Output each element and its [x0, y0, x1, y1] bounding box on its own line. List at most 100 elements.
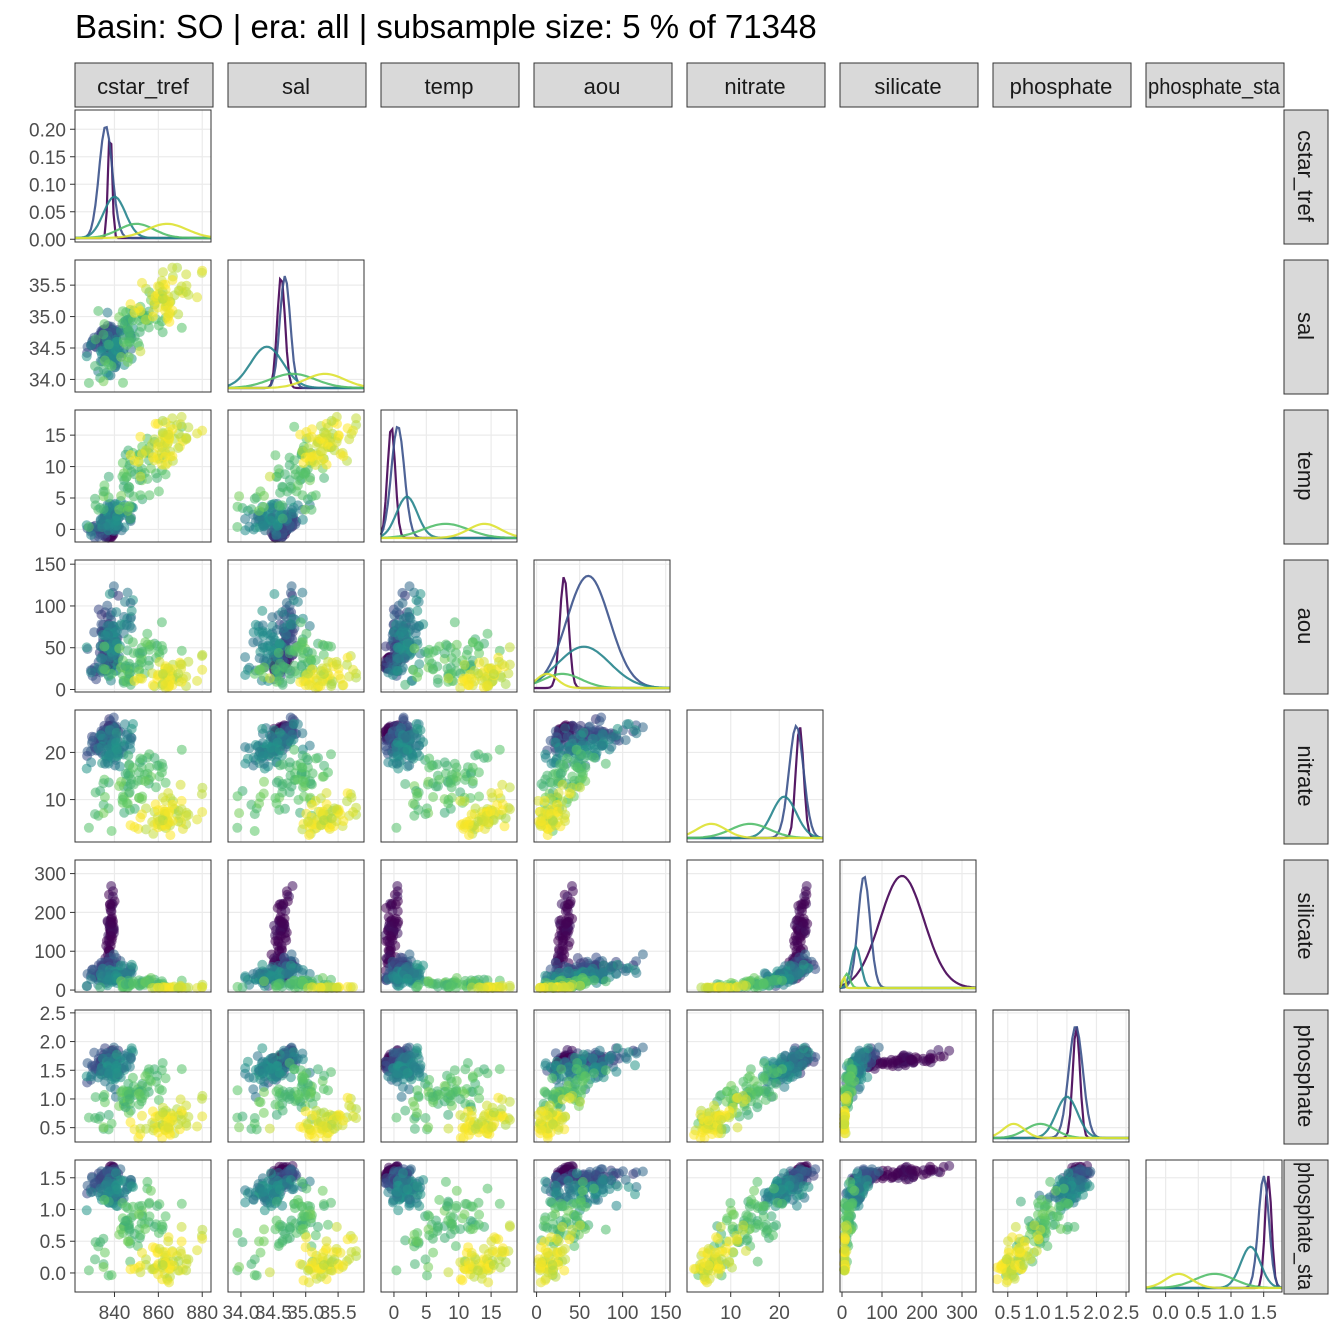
data-point: [536, 779, 547, 789]
data-point: [497, 779, 508, 790]
data-point: [557, 804, 568, 815]
data-point: [140, 776, 151, 787]
data-point: [118, 377, 128, 388]
data-point: [271, 798, 282, 809]
data-point: [297, 514, 308, 525]
data-point: [163, 663, 174, 674]
data-point: [240, 670, 251, 680]
data-point: [86, 667, 97, 678]
data-point: [163, 429, 174, 440]
data-point: [424, 762, 435, 773]
data-point: [197, 425, 208, 436]
data-point: [137, 449, 147, 460]
data-point: [99, 792, 110, 802]
data-point: [451, 639, 462, 650]
data-point: [279, 918, 290, 929]
data-point: [81, 351, 92, 362]
panel-bg: [687, 710, 823, 842]
data-point: [290, 469, 301, 480]
data-point: [542, 809, 553, 820]
data-point: [473, 767, 484, 778]
data-point: [455, 787, 466, 798]
data-point: [412, 672, 423, 682]
data-point: [144, 762, 155, 773]
panel-border: [227, 259, 365, 393]
data-point: [299, 777, 310, 788]
data-point: [280, 469, 290, 480]
data-point: [466, 809, 477, 820]
data-point: [571, 744, 582, 755]
strip-row-phosphate: [1283, 1009, 1329, 1145]
data-point: [381, 936, 391, 947]
data-point: [167, 275, 178, 285]
data-point: [284, 787, 295, 798]
data-point: [412, 791, 423, 802]
data-point: [494, 744, 505, 755]
data-point: [127, 978, 138, 989]
data-point: [286, 581, 297, 592]
strip-row-sal: [1283, 259, 1329, 395]
data-point: [304, 680, 314, 691]
data-point: [259, 976, 269, 987]
data-point: [81, 642, 92, 653]
panel-aou-vs-aou: [533, 559, 671, 693]
data-point: [293, 794, 304, 805]
data-point: [135, 346, 146, 357]
data-point: [183, 289, 194, 300]
data-point: [383, 974, 394, 985]
data-point: [800, 949, 811, 960]
data-point: [414, 621, 425, 631]
data-point: [326, 679, 337, 690]
data-point: [631, 728, 642, 739]
panel-border: [227, 409, 365, 543]
data-point: [102, 621, 113, 631]
data-point: [307, 799, 317, 810]
data-point: [344, 671, 355, 682]
data-point: [392, 642, 403, 653]
panel-sal-vs-sal: [227, 259, 365, 393]
data-point: [348, 425, 358, 436]
data-point: [271, 529, 282, 540]
data-point: [124, 787, 135, 798]
data-point: [479, 752, 490, 763]
data-point: [286, 949, 297, 960]
data-point: [135, 490, 146, 501]
data-point: [232, 791, 243, 802]
data-point: [285, 496, 296, 506]
data-point: [631, 968, 642, 978]
data-point: [114, 643, 125, 654]
data-point: [703, 982, 714, 993]
data-point: [380, 741, 391, 752]
data-point: [424, 978, 435, 989]
data-point: [232, 501, 243, 512]
data-point: [156, 641, 167, 651]
data-point: [482, 628, 493, 639]
data-point: [152, 473, 163, 483]
data-point: [432, 978, 443, 989]
data-point: [121, 471, 132, 482]
data-point: [98, 486, 109, 497]
data-point: [108, 949, 119, 960]
data-point: [478, 982, 489, 993]
strip-row-label-phosphate_star: phosphate_sta: [1293, 1162, 1318, 1291]
data-point: [240, 514, 251, 524]
data-point: [254, 653, 265, 664]
data-point: [397, 598, 408, 608]
data-point: [289, 421, 300, 432]
data-point: [620, 966, 631, 977]
data-point: [282, 778, 293, 789]
data-point: [167, 451, 178, 462]
density-curve: [227, 372, 364, 389]
data-point: [287, 505, 298, 516]
data-point: [424, 753, 435, 764]
panel-cstar_tref-vs-cstar_tref: [74, 109, 212, 243]
data-point: [621, 719, 632, 730]
data-point: [137, 673, 147, 684]
data-point: [424, 655, 435, 666]
data-point: [567, 881, 577, 891]
data-point: [192, 292, 203, 303]
strip-col-phosphate_star: [1145, 62, 1285, 108]
data-point: [258, 751, 268, 762]
data-point: [560, 982, 570, 993]
data-point: [392, 751, 403, 762]
